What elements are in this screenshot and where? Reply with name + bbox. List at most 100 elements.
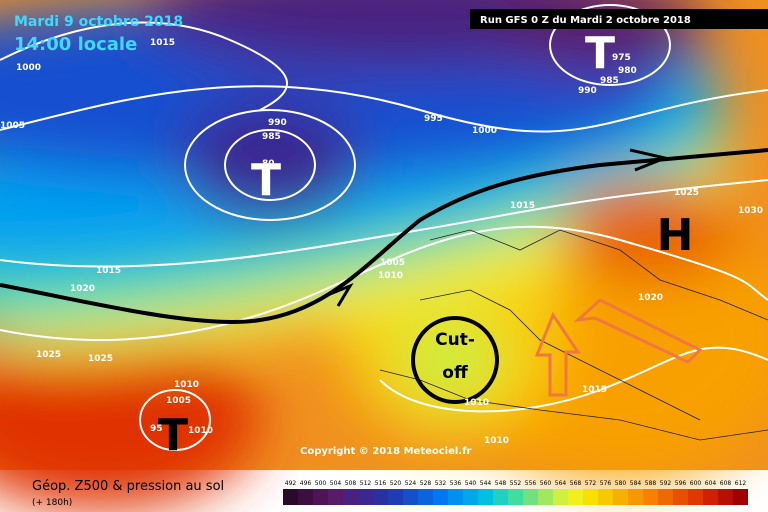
valid-time: 14:00 locale <box>14 34 137 55</box>
legend-swatch <box>358 489 373 505</box>
pressure-center: T <box>585 28 615 79</box>
legend-label: 528 <box>420 480 432 487</box>
legend-label: 520 <box>390 480 402 487</box>
isobar-label: 1010 <box>484 436 509 446</box>
legend-swatch <box>463 489 478 505</box>
isobar-label: 1025 <box>36 350 61 360</box>
isobar-label: 1005 <box>166 396 191 406</box>
isobar <box>139 389 211 451</box>
isobar-label: 95 <box>150 424 163 434</box>
legend-label: 576 <box>600 480 612 487</box>
legend-swatch <box>493 489 508 505</box>
cutoff-circle <box>411 316 499 404</box>
pressure-center: T <box>158 410 188 461</box>
legend-swatch <box>553 489 568 505</box>
legend-swatch <box>298 489 313 505</box>
annotation: Cut- <box>435 330 475 350</box>
isobar <box>0 225 768 341</box>
jet-arrowheads <box>324 148 671 307</box>
jet-stream <box>0 148 768 324</box>
valid-date: Mardi 9 octobre 2018 <box>14 14 183 30</box>
legend-label: 600 <box>690 480 702 487</box>
legend-swatch <box>313 489 328 505</box>
legend-label: 548 <box>495 480 507 487</box>
legend-swatch <box>373 489 388 505</box>
isobars <box>0 4 768 451</box>
legend-swatch <box>673 489 688 505</box>
legend-label: 512 <box>360 480 372 487</box>
isobar-label: 1005 <box>0 121 25 131</box>
isobar <box>0 85 768 133</box>
legend-label: 508 <box>345 480 357 487</box>
legend-label: 584 <box>630 480 642 487</box>
legend-swatch <box>478 489 493 505</box>
pressure-centers: T T T H <box>158 28 693 461</box>
isobar <box>184 109 356 221</box>
isobar-label: 1000 <box>472 126 497 136</box>
legend-swatch <box>343 489 358 505</box>
legend-swatch <box>733 489 748 505</box>
legend-swatch <box>403 489 418 505</box>
isobar-label: 1025 <box>674 188 699 198</box>
isobar-label: 1010 <box>464 398 489 408</box>
legend-swatch <box>448 489 463 505</box>
annotation: off <box>442 363 468 383</box>
legend-label: 568 <box>570 480 582 487</box>
footer-title: Géop. Z500 & pression au sol <box>32 479 224 494</box>
isobar <box>224 129 316 201</box>
legend-label: 536 <box>450 480 462 487</box>
legend-swatch <box>433 489 448 505</box>
isobar-label: 1015 <box>96 266 121 276</box>
isobar-label: 1010 <box>188 426 213 436</box>
legend-swatch <box>583 489 598 505</box>
legend-label: 564 <box>555 480 567 487</box>
legend-swatch <box>613 489 628 505</box>
isobar-label: 1005 <box>380 258 405 268</box>
legend-label: 588 <box>645 480 657 487</box>
isobar-label: 1015 <box>510 201 535 211</box>
legend-label: 572 <box>585 480 597 487</box>
legend-label: 544 <box>480 480 492 487</box>
legend-label: 552 <box>510 480 522 487</box>
legend-swatch <box>418 489 433 505</box>
legend-label: 604 <box>705 480 717 487</box>
legend-swatch <box>538 489 553 505</box>
isobar-label: 1025 <box>88 354 113 364</box>
legend-label: 492 <box>285 480 297 487</box>
legend-label: 612 <box>735 480 747 487</box>
legend-label: 504 <box>330 480 342 487</box>
pressure-center: H <box>657 210 694 261</box>
isobar <box>549 4 671 86</box>
legend-swatch <box>388 489 403 505</box>
legend-label: 496 <box>300 480 312 487</box>
legend-swatch <box>718 489 733 505</box>
legend-swatch <box>328 489 343 505</box>
isobar <box>379 346 768 413</box>
run-info: Run GFS 0 Z du Mardi 2 octobre 2018 <box>480 15 691 26</box>
flow-arrow <box>534 298 703 397</box>
isobar-label: 1010 <box>378 271 403 281</box>
pressure-center: T <box>251 155 281 206</box>
legend-label: 580 <box>615 480 627 487</box>
legend-swatch <box>598 489 613 505</box>
isobar-label: 1010 <box>174 380 199 390</box>
isobar-label: 1015 <box>582 385 607 395</box>
isobar-label: 995 <box>424 114 443 124</box>
legend-label: 540 <box>465 480 477 487</box>
isobar-label: 1030 <box>738 206 763 216</box>
legend-swatch <box>523 489 538 505</box>
footer-lead: (+ 180h) <box>32 498 72 508</box>
legend-swatch <box>658 489 673 505</box>
legend-label: 500 <box>315 480 327 487</box>
isobar-label: 985 <box>600 76 619 86</box>
legend-swatch <box>568 489 583 505</box>
copyright: Copyright © 2018 Meteociel.fr <box>300 446 471 457</box>
legend-label: 596 <box>675 480 687 487</box>
isobar-label: 1015 <box>150 38 175 48</box>
legend-label: 524 <box>405 480 417 487</box>
isobar-label: 1020 <box>638 293 663 303</box>
isobar-label: 980 <box>618 66 637 76</box>
legend-label: 608 <box>720 480 732 487</box>
